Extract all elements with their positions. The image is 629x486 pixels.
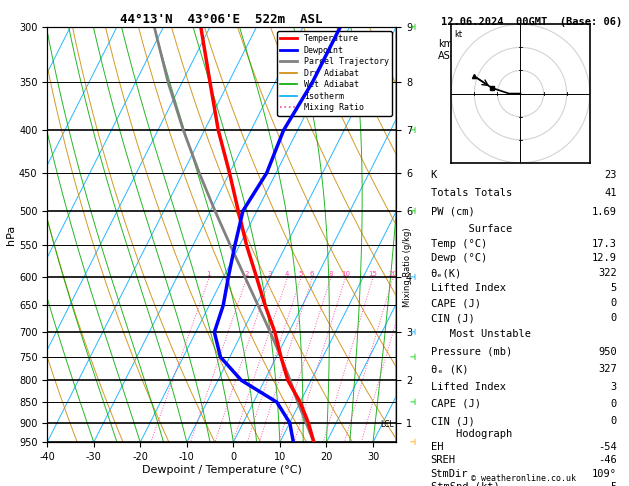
- Text: 0: 0: [611, 417, 616, 426]
- Text: LCL: LCL: [380, 420, 394, 429]
- Text: ⊣: ⊣: [409, 352, 415, 362]
- Text: θₑ (K): θₑ (K): [431, 364, 468, 374]
- Text: 0: 0: [611, 313, 616, 323]
- Text: Mixing Ratio (g/kg): Mixing Ratio (g/kg): [403, 227, 412, 307]
- Text: 3: 3: [268, 271, 272, 277]
- Text: CAPE (J): CAPE (J): [431, 399, 481, 409]
- Text: 12.06.2024  00GMT  (Base: 06): 12.06.2024 00GMT (Base: 06): [441, 17, 622, 27]
- Text: 1.69: 1.69: [592, 207, 616, 217]
- Text: CIN (J): CIN (J): [431, 417, 474, 426]
- Text: ⊣: ⊣: [409, 397, 415, 407]
- Text: 0: 0: [611, 298, 616, 308]
- Legend: Temperature, Dewpoint, Parcel Trajectory, Dry Adiabat, Wet Adiabat, Isotherm, Mi: Temperature, Dewpoint, Parcel Trajectory…: [277, 31, 392, 116]
- Text: -46: -46: [598, 455, 616, 466]
- Text: ⊣: ⊣: [409, 437, 415, 447]
- Text: EH: EH: [431, 442, 443, 452]
- Text: ⊣: ⊣: [409, 206, 415, 216]
- Text: 322: 322: [598, 268, 616, 278]
- Text: 2: 2: [245, 271, 249, 277]
- Text: 10: 10: [341, 271, 350, 277]
- Text: ⊣: ⊣: [409, 327, 415, 337]
- Text: Totals Totals: Totals Totals: [431, 188, 512, 198]
- Text: 3: 3: [611, 382, 616, 392]
- Text: Temp (°C): Temp (°C): [431, 239, 487, 248]
- Text: Surface: Surface: [431, 224, 512, 234]
- Text: 12.9: 12.9: [592, 253, 616, 263]
- Text: 5: 5: [611, 482, 616, 486]
- Text: 8: 8: [328, 271, 333, 277]
- Text: StmSpd (kt): StmSpd (kt): [431, 482, 499, 486]
- Text: Pressure (mb): Pressure (mb): [431, 347, 512, 357]
- Text: Lifted Index: Lifted Index: [431, 382, 506, 392]
- Text: 6: 6: [310, 271, 314, 277]
- Title: 44°13'N  43°06'E  522m  ASL: 44°13'N 43°06'E 522m ASL: [121, 13, 323, 26]
- Text: 1: 1: [207, 271, 211, 277]
- Text: 17.3: 17.3: [592, 239, 616, 248]
- Text: © weatheronline.co.uk: © weatheronline.co.uk: [471, 473, 576, 483]
- Text: 23: 23: [604, 170, 616, 179]
- Y-axis label: hPa: hPa: [6, 225, 16, 244]
- Text: 0: 0: [611, 399, 616, 409]
- Text: SREH: SREH: [431, 455, 455, 466]
- Text: K: K: [431, 170, 437, 179]
- Text: ⊣: ⊣: [409, 272, 415, 281]
- Text: PW (cm): PW (cm): [431, 207, 474, 217]
- Text: kt: kt: [454, 30, 462, 39]
- Text: 950: 950: [598, 347, 616, 357]
- Text: 20: 20: [389, 271, 398, 277]
- Text: Lifted Index: Lifted Index: [431, 283, 506, 294]
- Text: CAPE (J): CAPE (J): [431, 298, 481, 308]
- Text: 109°: 109°: [592, 469, 616, 479]
- Text: ⊣: ⊣: [409, 125, 415, 136]
- Text: 5: 5: [299, 271, 303, 277]
- Text: 5: 5: [611, 283, 616, 294]
- Text: 4: 4: [285, 271, 289, 277]
- Text: StmDir: StmDir: [431, 469, 468, 479]
- Text: Dewp (°C): Dewp (°C): [431, 253, 487, 263]
- Text: θₑ(K): θₑ(K): [431, 268, 462, 278]
- Text: 41: 41: [604, 188, 616, 198]
- Y-axis label: km
ASL: km ASL: [438, 39, 457, 61]
- Text: Hodograph: Hodograph: [431, 429, 512, 439]
- X-axis label: Dewpoint / Temperature (°C): Dewpoint / Temperature (°C): [142, 465, 302, 475]
- Text: 327: 327: [598, 364, 616, 374]
- Text: Most Unstable: Most Unstable: [431, 330, 531, 339]
- Text: -54: -54: [598, 442, 616, 452]
- Text: CIN (J): CIN (J): [431, 313, 474, 323]
- Text: ⊣: ⊣: [409, 22, 415, 32]
- Text: 15: 15: [369, 271, 377, 277]
